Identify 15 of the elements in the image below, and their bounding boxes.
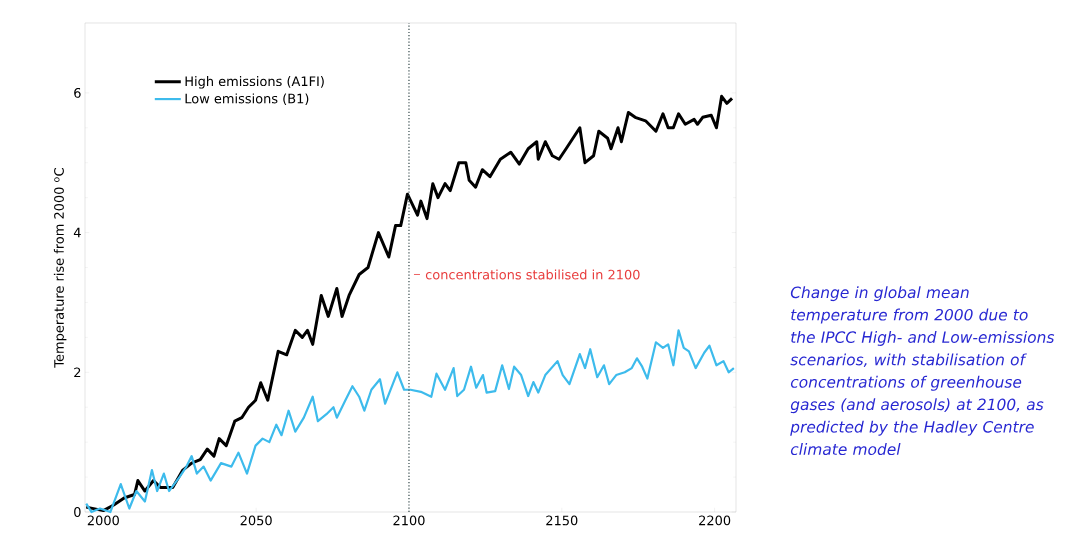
y-tick-label: 2 <box>74 367 81 378</box>
text: Change in global mean temperature from 2000 due to the IPCC High- and Low-emissions scenarios, with stabilisation of concentrations of greenhouse gases (and aerosols) at 2100, as predicted by the Hadley Centre climate model <box>790 286 1055 456</box>
line-series <box>85 329 735 514</box>
annotation: concentrations stabilised in 2100 <box>425 269 640 280</box>
x-tick-label: 2100 <box>393 515 425 526</box>
y-tick-label: 4 <box>73 227 81 238</box>
x-tick-label: 2200 <box>699 515 731 526</box>
legend-label: Low emissions (B1) <box>185 93 309 105</box>
y-axis-title: Temperature rise from 2000 $^{o}$C <box>53 168 67 368</box>
x-tick-label: 2150 <box>546 515 578 526</box>
legend-label: High emissions (A1FI) <box>185 76 324 89</box>
x-tick-label: 2050 <box>240 515 272 526</box>
y-tick-label: 6 <box>74 87 81 98</box>
y-tick-label: 0 <box>74 507 81 517</box>
x-tick-label: 2000 <box>87 515 119 526</box>
